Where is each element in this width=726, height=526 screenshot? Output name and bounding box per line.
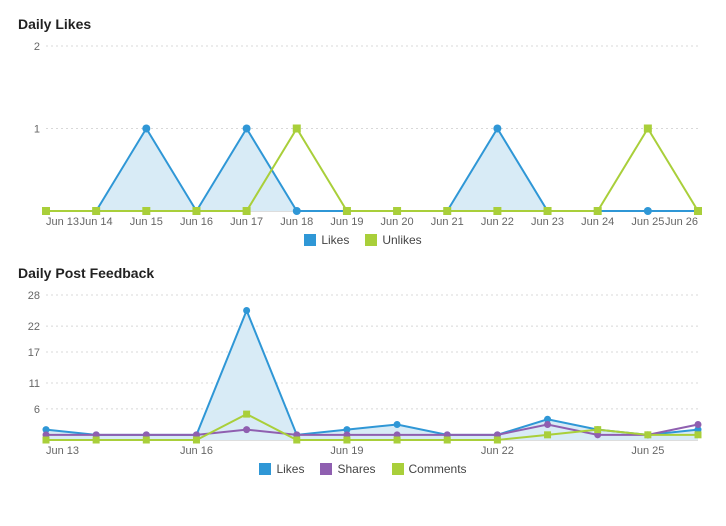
data-point <box>394 437 401 444</box>
data-point <box>243 411 250 418</box>
data-point <box>544 421 551 428</box>
y-tick-label: 11 <box>29 378 40 390</box>
x-tick-label: Jun 22 <box>481 445 514 457</box>
data-point <box>443 207 451 215</box>
daily-likes-legend-item: Likes <box>304 233 349 247</box>
data-point <box>444 437 451 444</box>
data-point <box>93 437 100 444</box>
legend-label: Comments <box>409 462 467 476</box>
legend-swatch-icon <box>304 234 316 246</box>
legend-label: Shares <box>337 462 375 476</box>
data-point <box>42 207 50 215</box>
daily-feedback-legend: Likes Shares Comments <box>18 462 708 478</box>
data-point <box>493 125 501 133</box>
data-point <box>494 437 501 444</box>
legend-swatch-icon <box>392 463 404 475</box>
daily-likes-chart: 1 2 Jun 13Jun 14 Jun 15 Jun 16 Jun 17 Jun 18 Ju… <box>18 38 708 229</box>
daily-feedback-title: Daily Post Feedback <box>18 265 708 281</box>
data-point <box>142 207 150 215</box>
data-point <box>544 207 552 215</box>
x-tick-label: Jun 16 <box>180 216 213 228</box>
data-point <box>293 125 301 133</box>
y-tick-label: 6 <box>34 404 40 416</box>
data-point <box>695 421 702 428</box>
series-area-likes <box>46 129 698 212</box>
x-tick-label: Jun 26 <box>665 216 698 228</box>
x-tick-label: Jun 16 <box>180 445 213 457</box>
x-tick-label: Jun 19 <box>330 216 363 228</box>
legend-label: Unlikes <box>382 233 421 247</box>
data-point <box>293 207 301 215</box>
legend-swatch-icon <box>320 463 332 475</box>
daily-likes-title: Daily Likes <box>18 16 708 32</box>
y-tick-label: 17 <box>28 347 40 359</box>
x-tick-label: Jun 24 <box>581 216 614 228</box>
daily-feedback-legend-item: Likes <box>259 462 304 476</box>
x-tick-label: Jun 20 <box>381 216 414 228</box>
data-point <box>544 431 551 438</box>
daily-feedback-legend-item: Comments <box>392 462 467 476</box>
x-tick-label: Jun 17 <box>230 216 263 228</box>
daily-feedback-legend-item: Shares <box>320 462 375 476</box>
daily-likes-section: Daily Likes 1 2 Jun 13Jun 14 Jun 15 Jun 16 Ju… <box>18 16 708 249</box>
daily-likes-legend-item: Unlikes <box>365 233 421 247</box>
y-tick-label: 22 <box>28 321 40 333</box>
data-point <box>393 207 401 215</box>
series-line-likes <box>46 311 698 435</box>
data-point <box>193 437 200 444</box>
daily-feedback-section: Daily Post Feedback 6 11 17 22 28 Jun 13 Jun 1… <box>18 265 708 478</box>
x-tick-label: Jun 15 <box>130 216 163 228</box>
daily-feedback-svg: 6 11 17 22 28 Jun 13 Jun 16 Jun 19 Jun 22 Jun 25 <box>18 287 708 458</box>
data-point <box>493 207 501 215</box>
daily-likes-svg: 1 2 Jun 13Jun 14 Jun 15 Jun 16 Jun 17 Jun 18 Ju… <box>18 38 708 229</box>
data-point <box>243 125 251 133</box>
data-point <box>192 207 200 215</box>
x-tick-label: Jun 25 <box>631 216 664 228</box>
x-tick-label: Jun 14 <box>80 216 113 228</box>
y-tick-label: 1 <box>34 124 40 136</box>
y-tick-label: 2 <box>34 41 40 53</box>
data-point <box>394 421 401 428</box>
data-point <box>142 125 150 133</box>
x-tick-label: Jun 13 <box>46 216 79 228</box>
data-point <box>92 207 100 215</box>
data-point <box>343 207 351 215</box>
data-point <box>644 125 652 133</box>
daily-likes-legend: Likes Unlikes <box>18 233 708 249</box>
data-point <box>644 207 652 215</box>
x-tick-label: Jun 25 <box>631 445 664 457</box>
data-point <box>694 207 702 215</box>
legend-label: Likes <box>276 462 304 476</box>
y-tick-label: 28 <box>28 290 40 302</box>
legend-swatch-icon <box>259 463 271 475</box>
data-point <box>43 437 50 444</box>
legend-swatch-icon <box>365 234 377 246</box>
data-point <box>243 307 250 314</box>
x-tick-label: Jun 18 <box>280 216 313 228</box>
data-point <box>594 426 601 433</box>
data-point <box>243 207 251 215</box>
x-tick-label: Jun 19 <box>330 445 363 457</box>
series-area-likes <box>46 311 698 440</box>
data-point <box>343 437 350 444</box>
data-point <box>644 431 651 438</box>
data-point <box>695 431 702 438</box>
data-point <box>594 207 602 215</box>
data-point <box>293 437 300 444</box>
data-point <box>243 426 250 433</box>
data-point <box>143 437 150 444</box>
x-tick-label: Jun 23 <box>531 216 564 228</box>
x-tick-label: Jun 22 <box>481 216 514 228</box>
legend-label: Likes <box>321 233 349 247</box>
x-tick-label: Jun 13 <box>46 445 79 457</box>
daily-feedback-chart: 6 11 17 22 28 Jun 13 Jun 16 Jun 19 Jun 22 Jun 25 <box>18 287 708 458</box>
x-tick-label: Jun 21 <box>431 216 464 228</box>
